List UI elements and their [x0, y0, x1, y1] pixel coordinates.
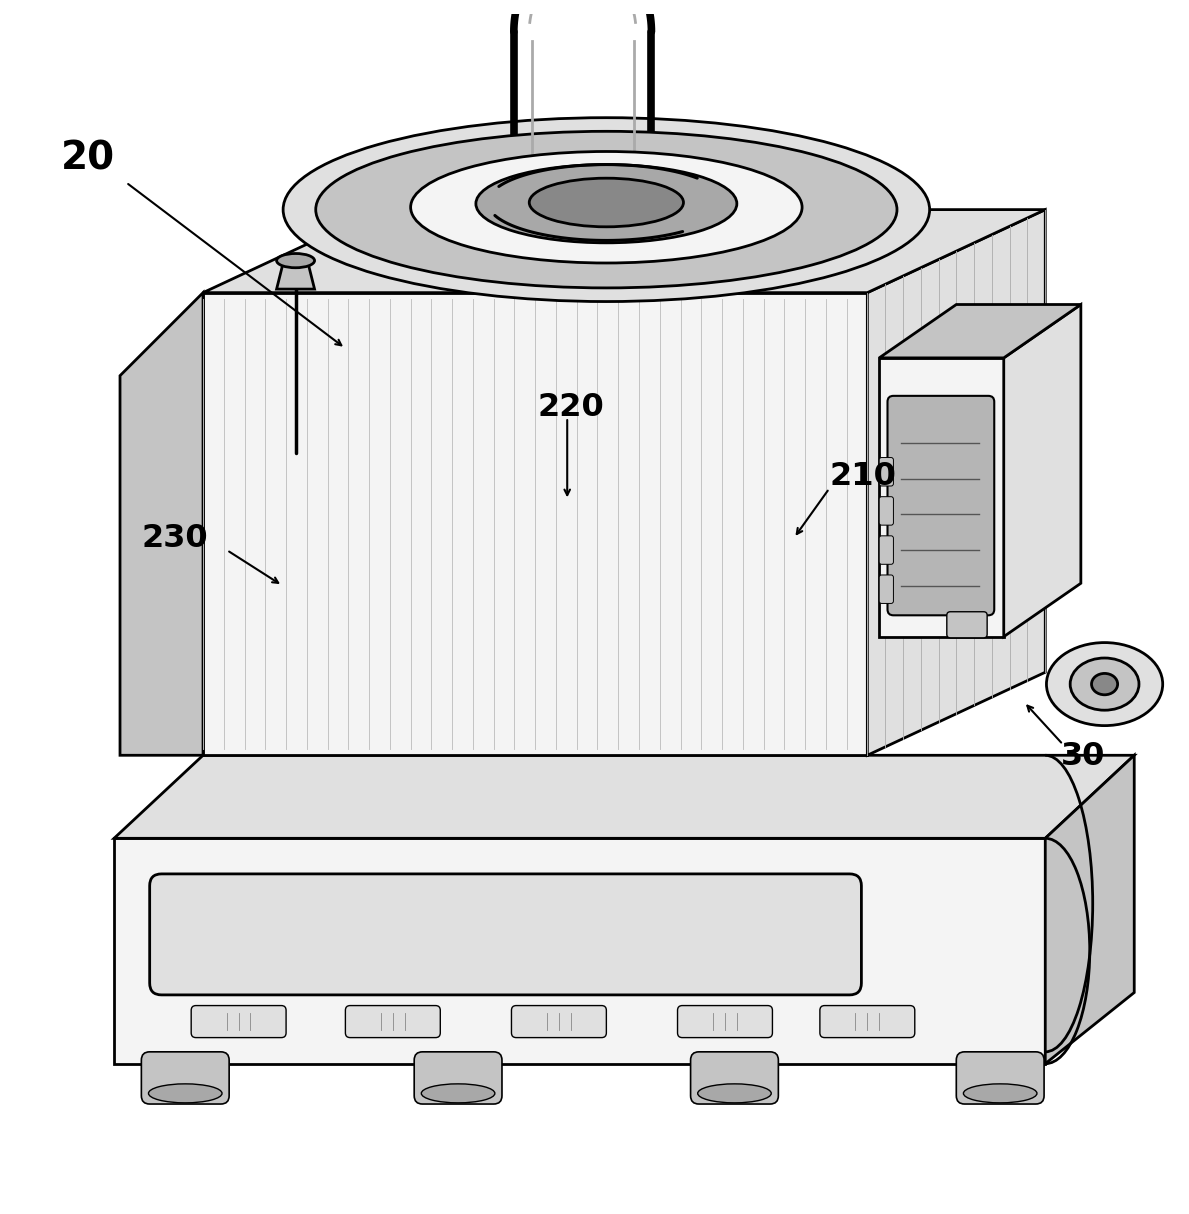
- Polygon shape: [120, 293, 203, 755]
- Ellipse shape: [963, 1084, 1037, 1102]
- FancyBboxPatch shape: [141, 1051, 229, 1104]
- Ellipse shape: [1092, 674, 1118, 694]
- FancyBboxPatch shape: [511, 1005, 606, 1038]
- Polygon shape: [879, 358, 1004, 636]
- Ellipse shape: [149, 1084, 222, 1102]
- FancyBboxPatch shape: [691, 1051, 779, 1104]
- Polygon shape: [203, 210, 1045, 293]
- FancyBboxPatch shape: [879, 497, 893, 526]
- FancyBboxPatch shape: [879, 535, 893, 565]
- Polygon shape: [1004, 305, 1081, 636]
- Text: 30: 30: [1061, 741, 1105, 772]
- Text: 230: 230: [141, 523, 208, 554]
- Polygon shape: [114, 839, 1045, 1063]
- Polygon shape: [867, 210, 1045, 755]
- Ellipse shape: [410, 152, 803, 263]
- Ellipse shape: [476, 165, 737, 243]
- FancyBboxPatch shape: [345, 1005, 440, 1038]
- FancyBboxPatch shape: [879, 458, 893, 486]
- FancyBboxPatch shape: [879, 575, 893, 603]
- FancyBboxPatch shape: [150, 874, 861, 995]
- Polygon shape: [114, 755, 1134, 839]
- Polygon shape: [879, 305, 1081, 358]
- FancyBboxPatch shape: [956, 1051, 1044, 1104]
- Ellipse shape: [421, 1084, 495, 1102]
- Text: 210: 210: [830, 461, 897, 492]
- FancyBboxPatch shape: [414, 1051, 502, 1104]
- Ellipse shape: [277, 254, 315, 268]
- FancyBboxPatch shape: [678, 1005, 773, 1038]
- Text: 20: 20: [61, 140, 115, 177]
- Text: 220: 220: [537, 392, 604, 424]
- Polygon shape: [277, 261, 315, 289]
- Ellipse shape: [316, 131, 897, 288]
- Ellipse shape: [1046, 642, 1163, 726]
- FancyBboxPatch shape: [946, 612, 987, 637]
- FancyBboxPatch shape: [820, 1005, 914, 1038]
- Ellipse shape: [698, 1084, 772, 1102]
- Ellipse shape: [283, 118, 930, 301]
- Polygon shape: [203, 293, 867, 755]
- FancyBboxPatch shape: [887, 396, 994, 615]
- FancyBboxPatch shape: [191, 1005, 287, 1038]
- Polygon shape: [1045, 755, 1134, 1063]
- Ellipse shape: [1070, 658, 1139, 710]
- Ellipse shape: [529, 178, 684, 227]
